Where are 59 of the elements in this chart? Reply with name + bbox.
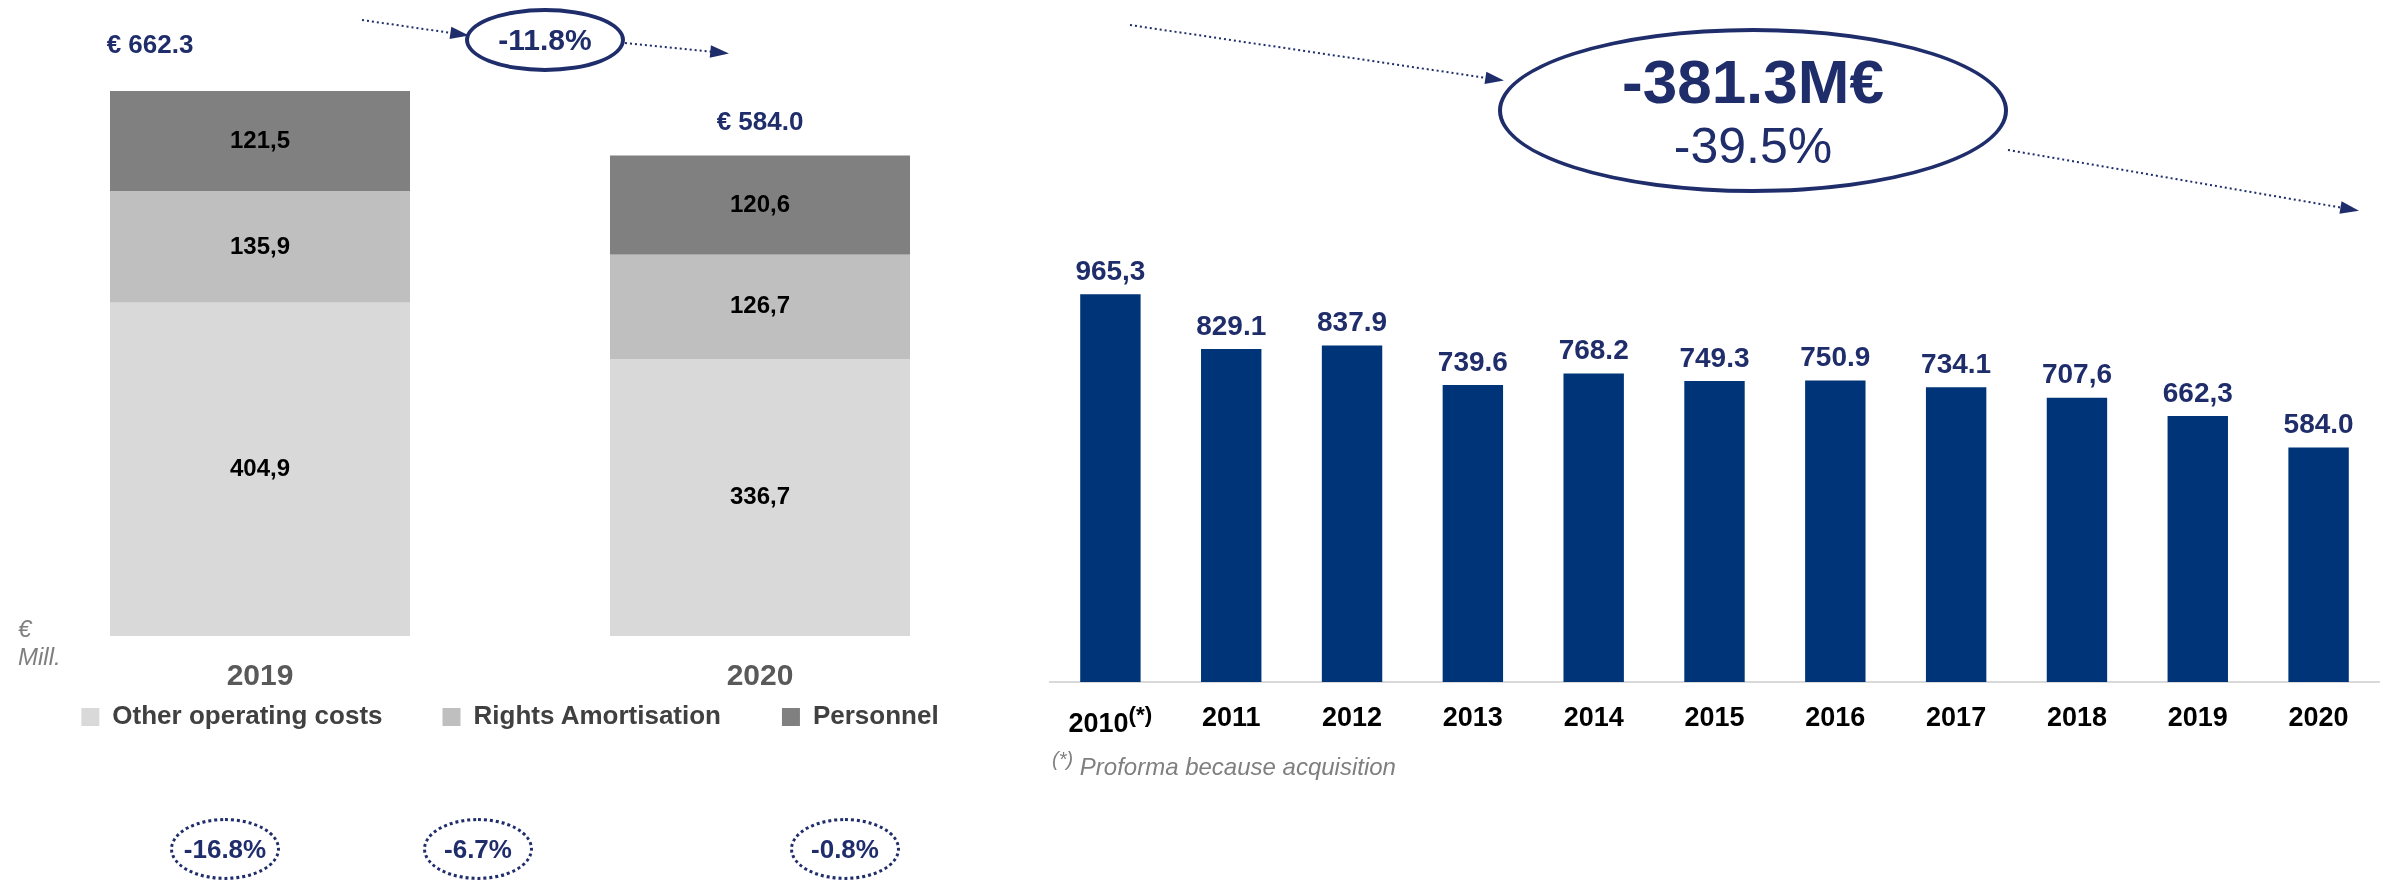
total-label: € 584.0 [716,105,804,136]
x-tick-label: 2011 [1201,702,1261,733]
bar [610,155,910,255]
bar [1321,345,1383,682]
x-tick-label: 2019 [226,658,294,692]
x-tick-label: 2013 [1442,702,1503,733]
bar [2167,415,2228,682]
x-tick-label: 2020 [726,658,794,692]
legend-label: Other operating costs [112,700,383,731]
data-label: 126,7 [729,291,791,319]
bar [110,302,410,636]
bar [1201,348,1262,682]
data-label: 768.2 [1558,334,1629,366]
bar [110,91,410,191]
x-tick-label: 2016 [1805,702,1866,733]
data-label: 404,9 [229,454,291,482]
data-label: 121,5 [229,125,291,153]
bar [2288,447,2349,682]
data-label: 662,3 [2162,376,2233,408]
x-tick-label: 2010$^{(*)}$ [1068,702,1153,739]
data-label: 120,6 [729,189,791,217]
ellipse-outline: -11.8% [465,8,625,72]
x-tick-label: 2020 [2288,702,2349,733]
ellipse-outline: -381.3M€ -39.5% [1498,28,2008,193]
ellipse-outline: -16.8% [170,818,280,880]
bar [2046,397,2108,682]
bar [610,254,910,359]
x-tick-label: 2015 [1684,702,1745,733]
data-label: 336,7 [729,482,791,510]
legend-label: Rights Amortisation [473,700,721,731]
bar [1805,380,1866,682]
bar [1442,384,1504,682]
text: $^{(*)}$ Proforma because acquisition [1052,748,1396,781]
bar [1684,381,1745,682]
x-tick-label: 2019 [2167,702,2228,733]
data-label: 750.9 [1800,341,1871,373]
data-label: 749.3 [1679,341,1750,373]
annotation: € Mill. [18,615,62,671]
x-tick-label: 2018 [2046,702,2107,733]
ellipse-outline: -6.7% [423,818,533,880]
total-label: € 662.3 [106,29,194,60]
data-label: 837.9 [1317,306,1388,338]
bar [110,191,410,303]
bar [1925,387,1987,682]
data-label: 965,3 [1075,254,1146,286]
data-label: 707,6 [2041,358,2112,390]
legend-label: Personnel [812,700,939,731]
data-label: 734.1 [1921,347,1992,379]
x-tick-label: 2017 [1926,702,1987,733]
ellipse-outline: -0.8% [790,818,900,880]
bar [610,358,910,636]
x-tick-label: 2014 [1563,702,1624,733]
bar [1080,294,1141,682]
x-tick-label: 2012 [1321,702,1383,733]
data-label: 584.0 [2283,408,2354,440]
data-label: 739.6 [1437,345,1508,377]
data-label: 135,9 [229,231,291,259]
bar [1563,373,1624,682]
data-label: 829.1 [1196,309,1267,341]
